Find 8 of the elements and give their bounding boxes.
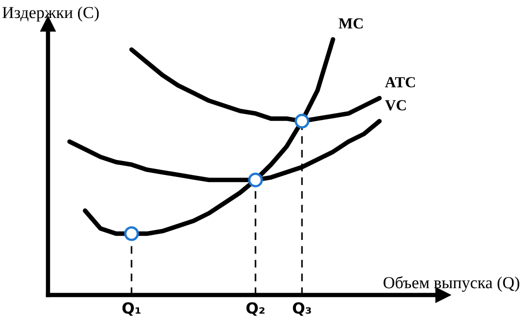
series-label: VC	[385, 100, 406, 110]
series-label: MC	[338, 18, 363, 29]
x-tick-label: Q₃	[292, 302, 311, 316]
series-label: ATC	[385, 77, 415, 88]
x-axis-title: Объем выпуска (Q)	[384, 276, 520, 292]
x-tick-label: Q₁	[122, 302, 141, 316]
x-tick-label: Q₂	[246, 302, 264, 316]
y-axis-title: Издержки (C)	[2, 6, 99, 22]
